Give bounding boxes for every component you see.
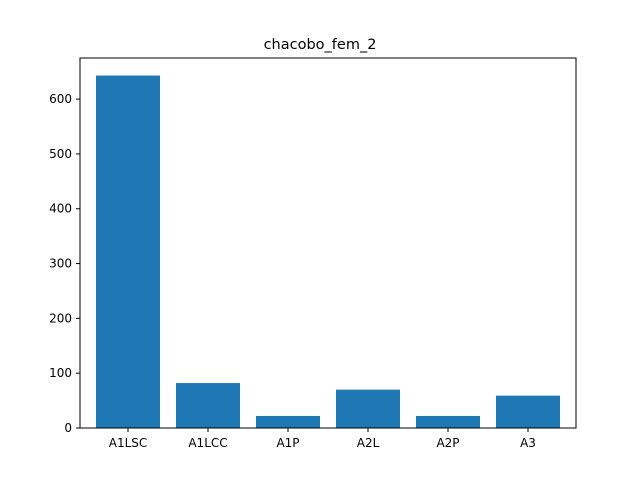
plot-frame	[79, 57, 577, 429]
bar-a3	[496, 395, 560, 428]
x-axis-ticks: A1LSC A1LCC A1P A2L A2P A3	[109, 428, 536, 450]
bar-a2p	[416, 415, 480, 428]
x-tick-label: A3	[520, 436, 536, 450]
y-tick-label: 400	[49, 202, 72, 216]
chart-title: chacobo_fem_2	[264, 37, 377, 53]
bar-a2l	[336, 389, 400, 428]
bar-a1lcc	[176, 383, 240, 428]
y-tick-label: 300	[49, 257, 72, 271]
x-tick-label: A2P	[436, 436, 459, 450]
y-tick-label: 200	[49, 311, 72, 325]
x-tick-label: A1P	[276, 436, 299, 450]
y-axis-ticks: 0 100 200 300 400 500 600	[49, 92, 80, 435]
y-tick-label: 0	[64, 421, 72, 435]
x-tick-label: A2L	[357, 436, 380, 450]
y-tick-label: 600	[49, 92, 72, 106]
x-tick-label: A1LSC	[109, 436, 148, 450]
y-tick-label: 100	[49, 366, 72, 380]
bars-group	[96, 75, 560, 428]
bar-a1p	[256, 415, 320, 428]
x-tick-label: A1LCC	[188, 436, 227, 450]
bar-a1lsc	[96, 75, 160, 428]
y-tick-label: 500	[49, 147, 72, 161]
